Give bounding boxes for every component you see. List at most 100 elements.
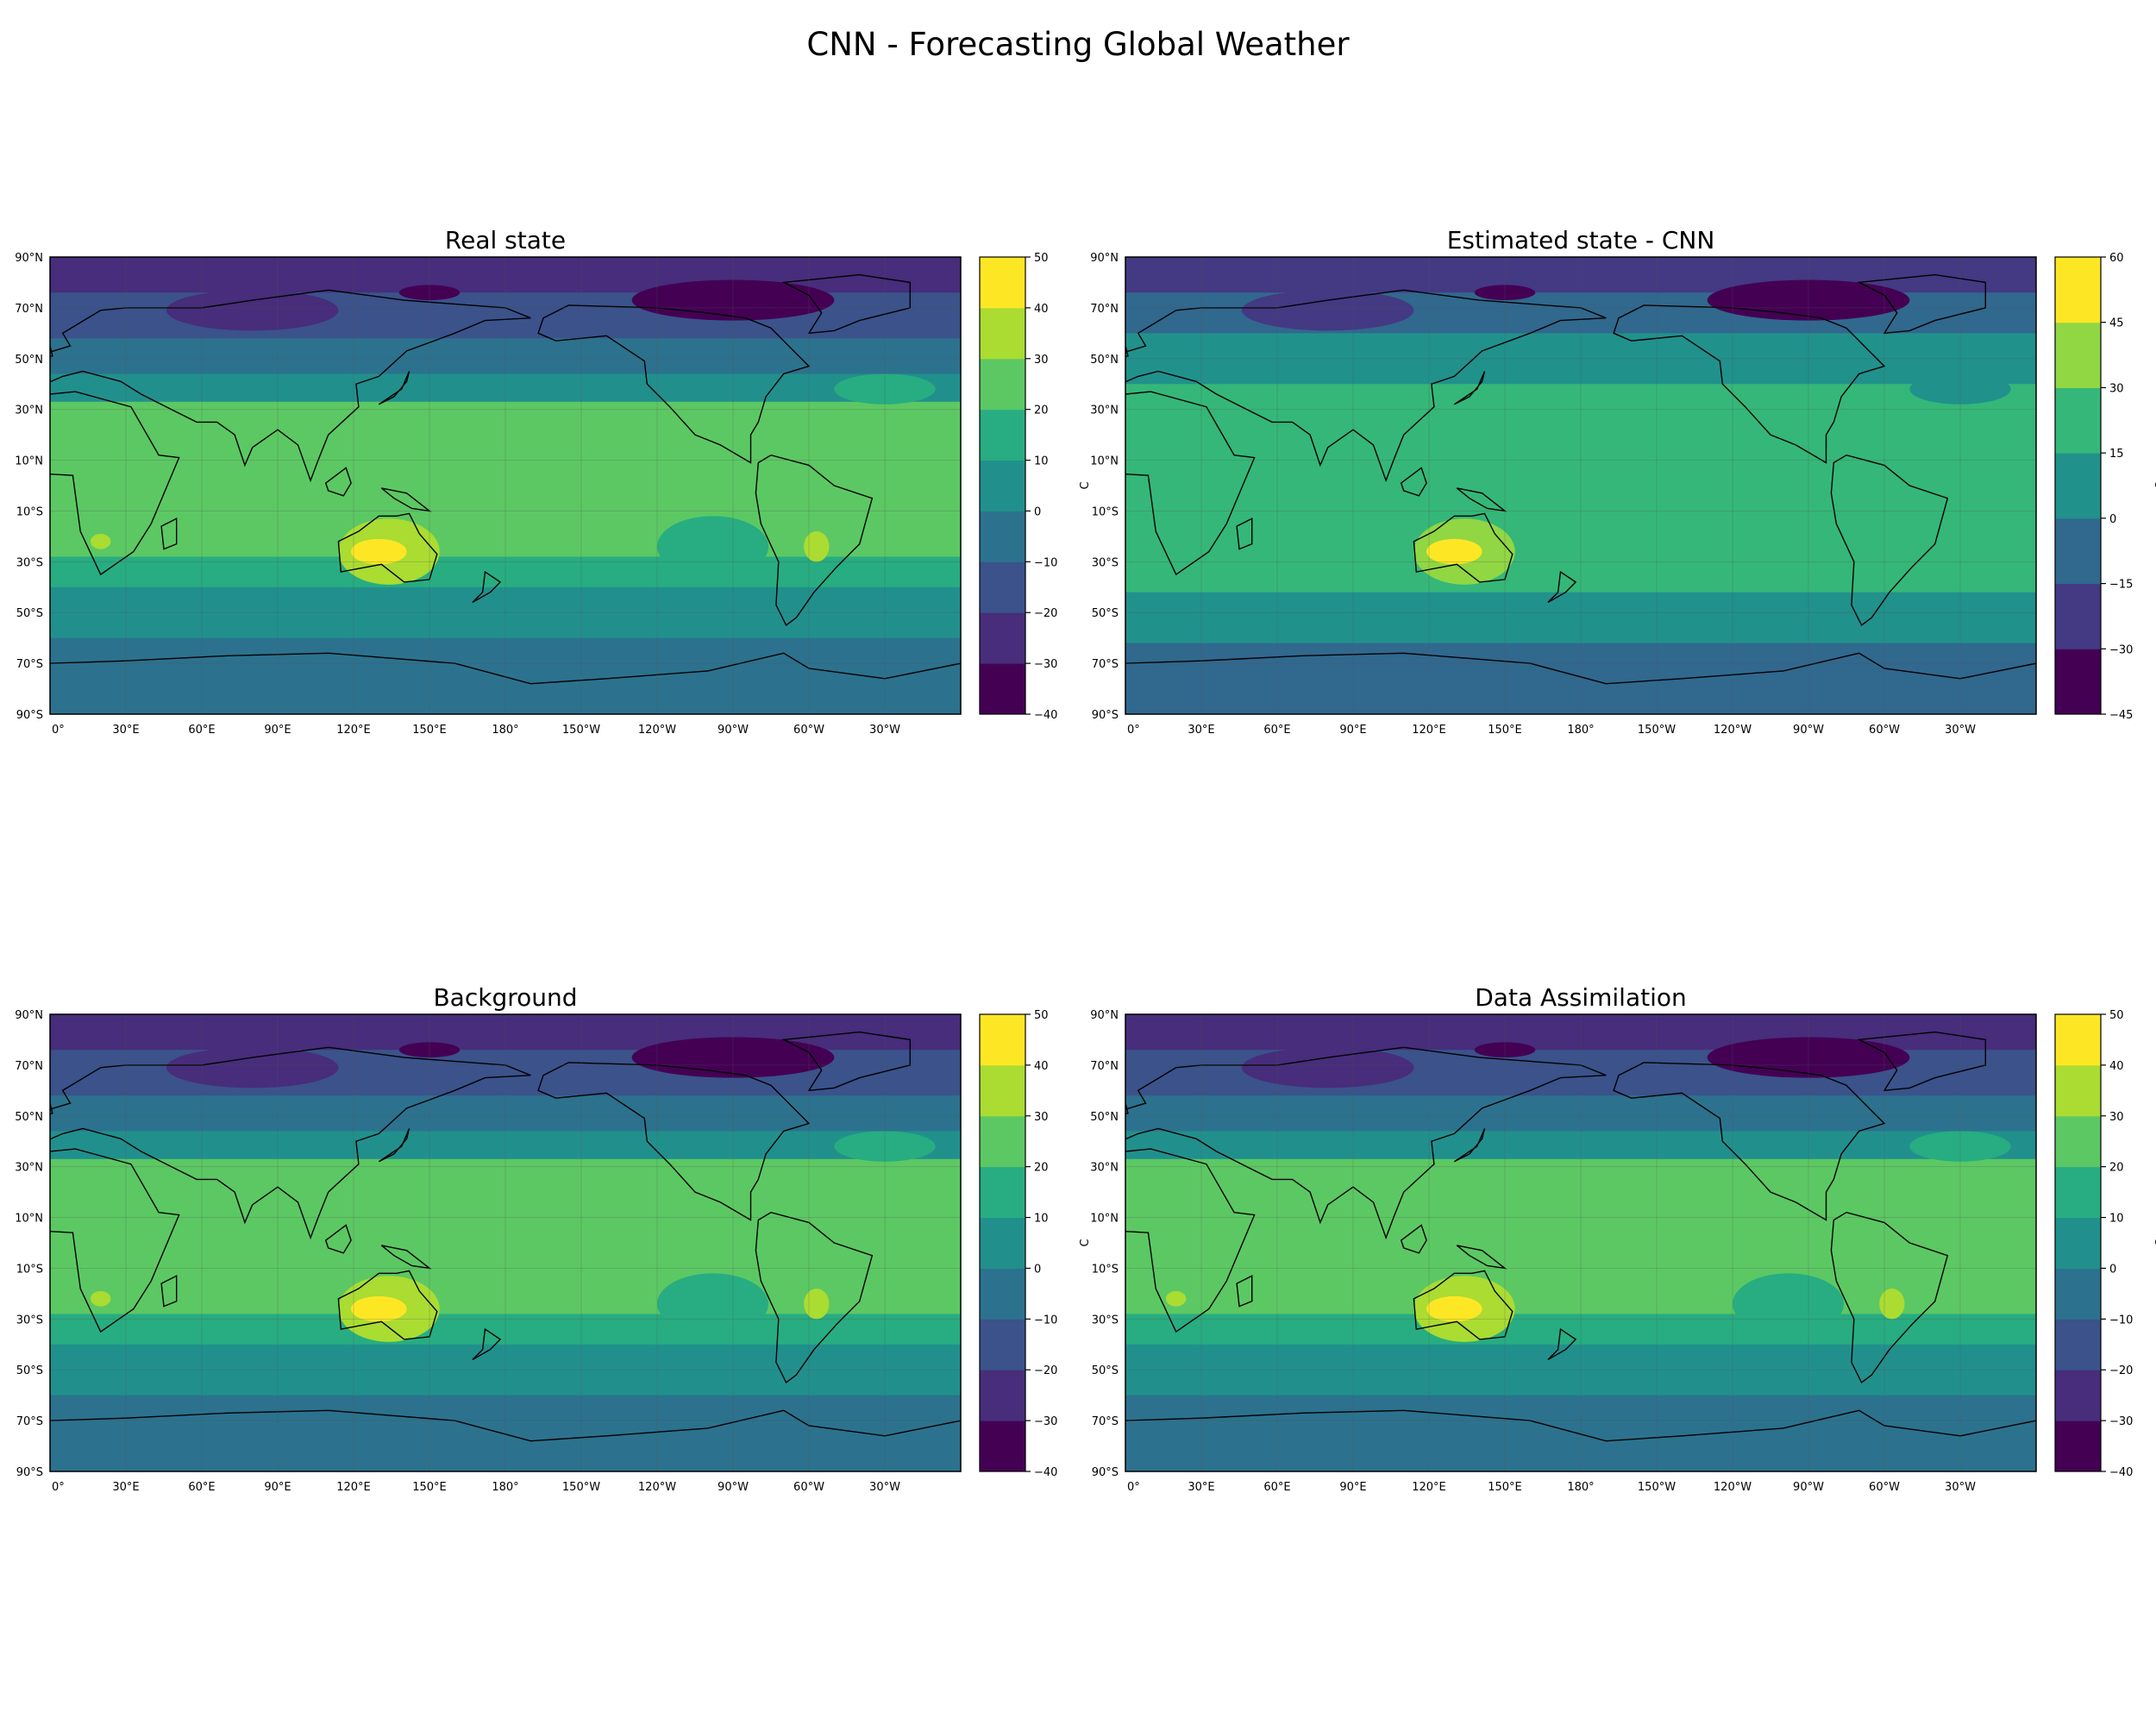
coastline-madagascar — [160, 518, 178, 550]
colorbar-segment — [2055, 322, 2101, 388]
lat-tick-label: 90°S — [1092, 1466, 1119, 1479]
coastline-borneo — [324, 1224, 352, 1254]
lon-tick-label: 0° — [52, 1481, 65, 1494]
lon-tick-label: 150°W — [1638, 724, 1676, 737]
lon-tick-label: 120°W — [638, 1481, 676, 1494]
map-field — [1125, 1014, 2036, 1471]
lon-tick-label: 90°W — [1793, 1481, 1824, 1494]
lon-tick-label: 120°W — [1714, 1481, 1752, 1494]
lon-tick-label: 60°W — [793, 1481, 824, 1494]
coastline-africa — [1125, 391, 1256, 576]
map-field — [50, 257, 961, 714]
coastline-japan — [378, 371, 411, 405]
colorbar-tick-label: 30 — [2109, 382, 2124, 395]
coastline-namerica — [537, 1062, 811, 1221]
colorbar-tick-label: 40 — [1034, 1060, 1049, 1073]
colorbar-segment — [980, 257, 1025, 309]
lat-tick-label: 10°N — [1090, 455, 1119, 468]
temperature-band — [50, 1314, 961, 1346]
colorbar-segment — [2055, 1421, 2101, 1472]
colorbar-segment — [2055, 1115, 2101, 1168]
colorbar-tick-label: −10 — [1034, 556, 1057, 569]
colorbar-segment — [2055, 1014, 2101, 1066]
colorbar-tick-label: 45 — [2109, 317, 2124, 330]
lon-tick-label: 120°W — [638, 724, 676, 737]
lon-tick-label: 150°W — [562, 724, 600, 737]
colorbar-segment — [980, 460, 1025, 511]
lon-tick-label: 30°W — [1945, 724, 1976, 737]
lon-tick-label: 30°E — [1188, 1481, 1214, 1494]
temperature-anomaly — [1165, 1290, 1187, 1307]
colorbar-segment — [2055, 1268, 2101, 1320]
lon-tick-label: 90°E — [264, 1481, 291, 1494]
temperature-anomaly — [804, 1289, 830, 1320]
lon-tick-label: 30°E — [112, 724, 139, 737]
temperature-anomaly — [804, 531, 830, 562]
lon-tick-label: 90°W — [718, 1481, 749, 1494]
coastline-africa — [1125, 1148, 1256, 1333]
coastline-samerica — [1830, 1211, 1949, 1383]
lat-tick-label: 70°N — [1090, 303, 1119, 316]
coastline-australia — [337, 1270, 438, 1340]
colorbar-tick-label: 0 — [2109, 1263, 2116, 1276]
colorbar-tick-label: −10 — [1034, 1314, 1057, 1327]
lat-tick-label: 70°N — [15, 1060, 43, 1073]
lat-tick-label: 90°N — [1090, 1009, 1119, 1022]
temperature-anomaly — [1426, 1295, 1482, 1322]
lat-tick-label: 10°S — [1092, 505, 1119, 518]
temperature-band — [50, 373, 961, 403]
colorbar-segment — [2055, 257, 2101, 323]
temperature-anomaly — [1241, 290, 1414, 331]
map-frame — [49, 1013, 962, 1472]
colorbar-segment — [980, 1064, 1025, 1117]
colorbar-segment — [2055, 453, 2101, 519]
temperature-anomaly — [1733, 516, 1845, 578]
colorbar-segment — [980, 409, 1025, 461]
lat-tick-label: 90°N — [15, 252, 43, 265]
lat-tick-label: 50°S — [1092, 1364, 1119, 1377]
coastline-samerica — [755, 1211, 874, 1383]
colorbar-tick-label: 30 — [1034, 1111, 1049, 1124]
colorbar-label: C — [2154, 1239, 2156, 1246]
lat-tick-label: 10°S — [16, 505, 43, 518]
coastline-greenland — [781, 273, 912, 335]
lat-tick-label: 10°S — [1092, 1263, 1119, 1276]
map-panel-1: 90°N 70°N 50°N 30°N 10°N 10°S 30°S 50°S 70°S 90°S… — [1090, 252, 2156, 737]
lat-tick-label: 70°N — [1090, 1060, 1119, 1073]
colorbar-tick-label: 15 — [2109, 448, 2124, 461]
coastline-borneo — [324, 467, 352, 497]
lat-tick-label: 30°S — [16, 1314, 43, 1327]
colorbar-tick-label: 50 — [1034, 1009, 1049, 1022]
colorbar-segment — [980, 358, 1025, 411]
coastline-borneo — [1400, 1224, 1427, 1254]
lat-tick-label: 50°N — [15, 1111, 43, 1124]
colorbar-tick-label: −40 — [1034, 1466, 1057, 1479]
colorbar-label: C — [2154, 481, 2156, 489]
colorbar-segment — [980, 511, 1025, 562]
coastline-eurasia — [50, 1046, 531, 1240]
lon-tick-label: 180° — [1567, 724, 1594, 737]
colorbar-segment — [2055, 1166, 2101, 1219]
coastline-samerica — [1830, 454, 1949, 626]
map-field — [1125, 257, 2036, 714]
colorbar-frame — [979, 256, 1026, 715]
colorbar-segment — [2055, 518, 2101, 585]
colorbar-segment — [980, 307, 1025, 360]
colorbar-segment — [980, 1268, 1025, 1320]
colorbar-segment — [980, 1319, 1025, 1371]
temperature-band — [50, 338, 961, 375]
colorbar-segment — [2055, 1319, 2101, 1371]
colorbar-label: C — [1079, 481, 1092, 489]
temperature-band — [1125, 643, 2036, 714]
temperature-band — [1125, 592, 2036, 644]
lon-tick-label: 180° — [492, 724, 518, 737]
coastline-madagascar — [160, 1275, 178, 1308]
lat-tick-label: 30°N — [1090, 1162, 1119, 1175]
lon-tick-label: 60°E — [1263, 1481, 1290, 1494]
lon-tick-label: 90°E — [1339, 724, 1366, 737]
coastline-greenland — [1857, 1031, 1987, 1092]
coastline-australia — [337, 512, 438, 583]
lat-tick-label: 30°N — [1090, 405, 1119, 417]
temperature-anomaly — [351, 1295, 407, 1322]
colorbar-tick-label: 60 — [2109, 252, 2124, 265]
